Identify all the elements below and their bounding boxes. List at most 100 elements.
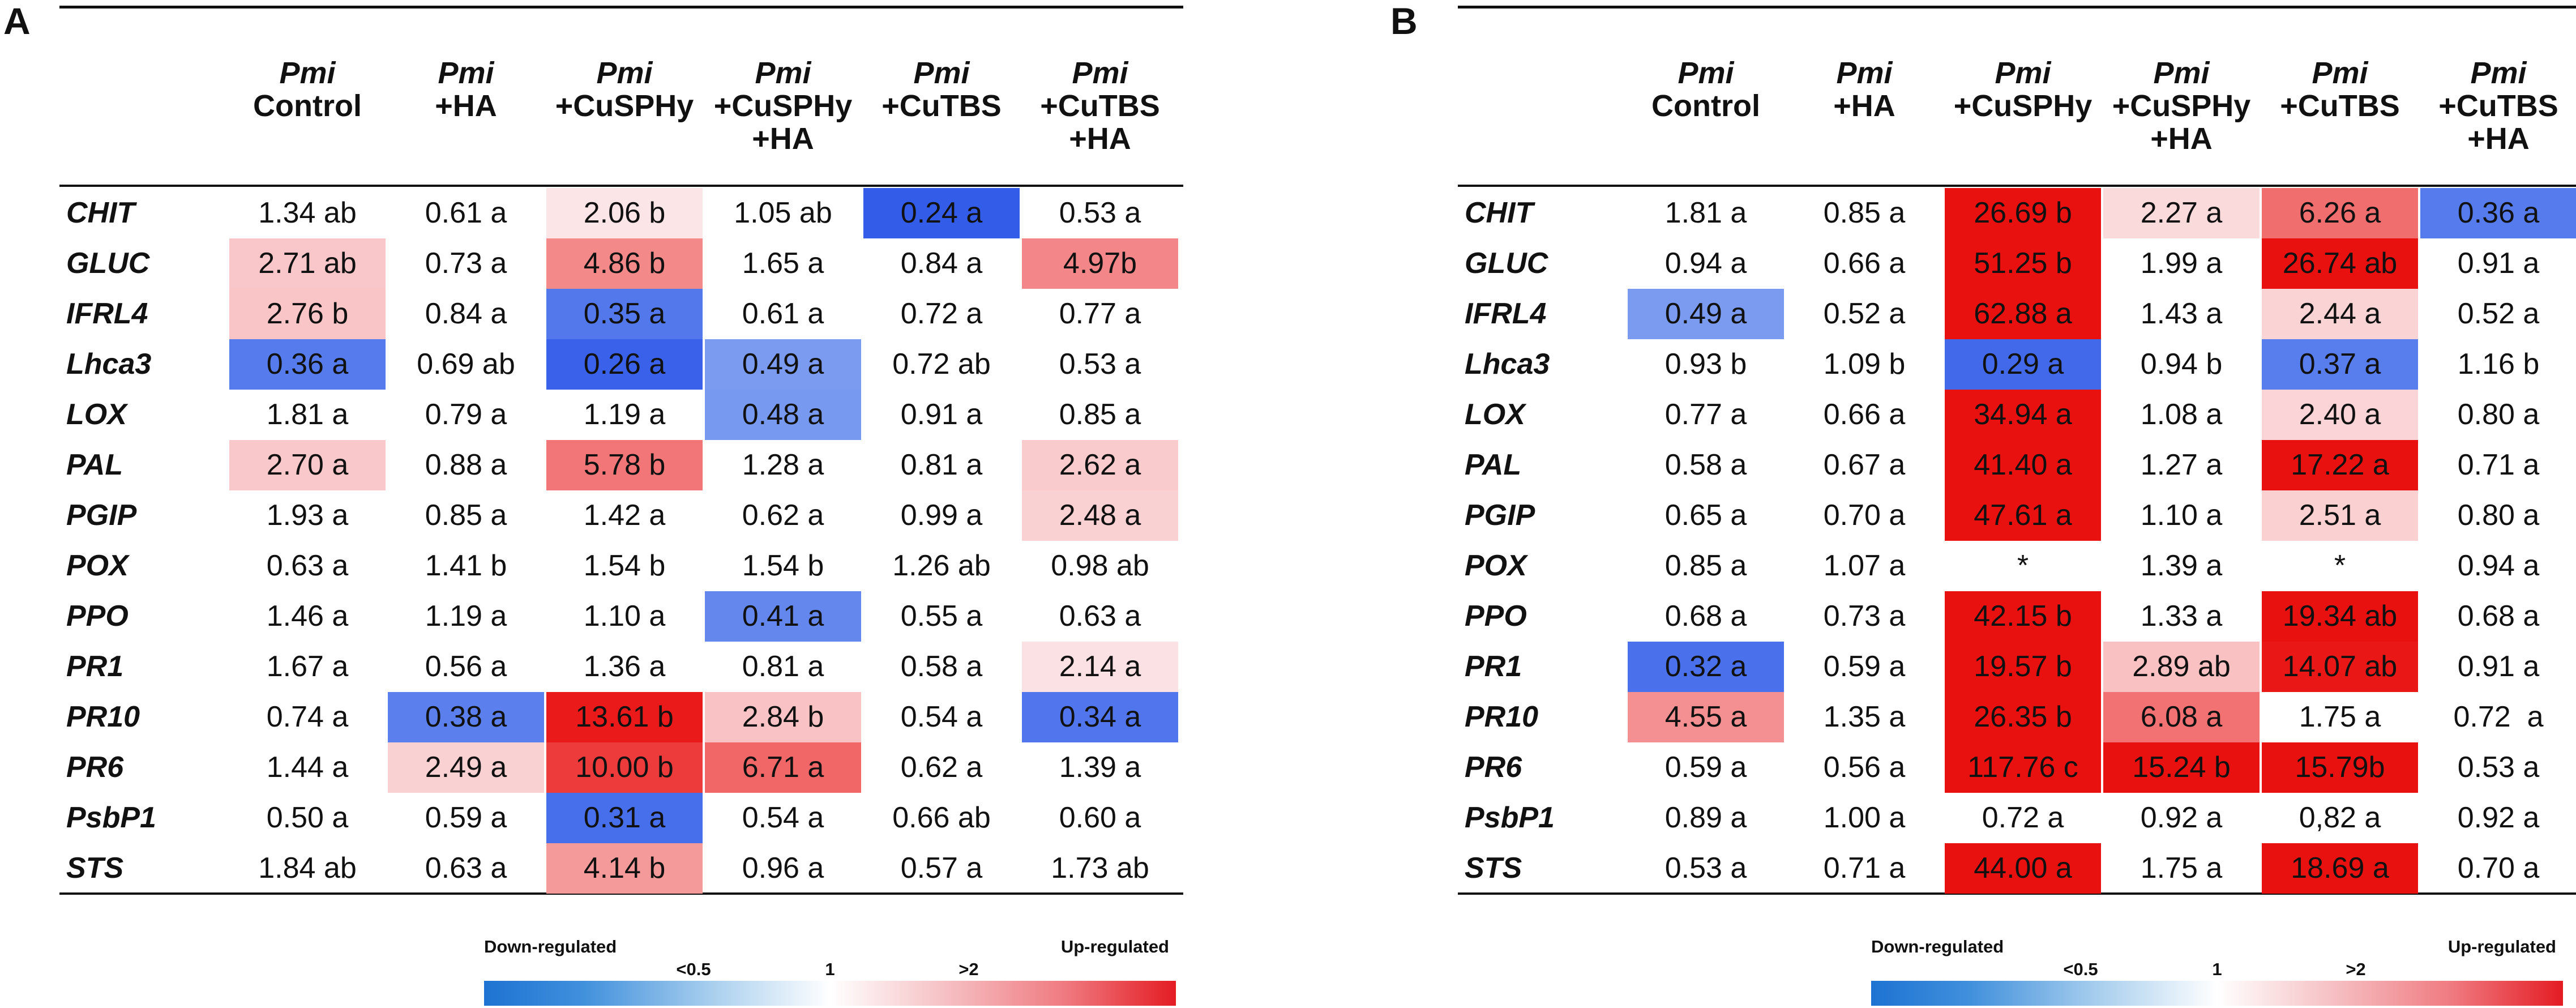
heatmap-cell: 0.73 a — [1823, 600, 1906, 633]
heatmap-cell: 0.92 a — [2140, 801, 2223, 834]
gene-label: PAL — [1465, 449, 1522, 481]
column-header-sub2: +HA — [2467, 122, 2530, 156]
column-header-title: Pmi — [1836, 56, 1893, 90]
legend-tick-high: >2 — [2346, 959, 2366, 979]
heatmap-cell: 0.59 a — [1823, 650, 1906, 683]
heatmap-cell: 0.93 b — [1664, 348, 1747, 381]
gene-label: PsbP1 — [1465, 801, 1555, 834]
column-header: Pmi +HA — [388, 57, 544, 122]
heatmap-cell: 0.32 a — [1628, 642, 1784, 692]
heatmap-cell: 1.44 a — [266, 751, 349, 784]
heatmap-cell: 0.35 a — [546, 289, 703, 339]
column-header-title: Pmi — [2470, 56, 2527, 90]
panel-a: A Pmi Control Pmi +HA Pmi +CuSPHy Pmi +CuSPHy +H… — [0, 0, 1183, 1007]
heatmap-cell: 17.22 a — [2262, 440, 2418, 490]
heatmap-cell: 1.35 a — [1823, 701, 1906, 733]
heatmap-cell: 0.53 a — [1059, 197, 1141, 229]
gene-label: PGIP — [1465, 499, 1535, 532]
heatmap-cell: 0.91 a — [900, 398, 983, 431]
heatmap-cell: 1.28 a — [742, 449, 824, 481]
gene-label: IFRL4 — [66, 297, 148, 330]
gene-label: PsbP1 — [66, 801, 156, 834]
heatmap-cell: 6.71 a — [705, 742, 861, 793]
heatmap-cell: 0.71 a — [2457, 449, 2540, 481]
gene-label: PR1 — [1465, 650, 1522, 683]
heatmap-cell: 0.53 a — [1059, 348, 1141, 381]
heatmap-cell: 0.59 a — [425, 801, 507, 834]
heatmap-cell: 18.69 a — [2262, 843, 2418, 894]
table-bottom-rule — [59, 892, 1183, 895]
heatmap-cell: 5.78 b — [546, 440, 703, 490]
heatmap-cell: 0.62 a — [900, 751, 983, 784]
column-header-sub1: +CuTBS — [882, 89, 1002, 123]
column-header-title: Pmi — [755, 56, 811, 90]
heatmap-cell: 62.88 a — [1945, 289, 2101, 339]
heatmap-cell: 1.84 ab — [258, 852, 357, 885]
legend-gradient-bar — [484, 981, 1176, 1006]
gene-label: STS — [1465, 852, 1522, 885]
column-header: Pmi +CuTBS +HA — [1022, 57, 1178, 155]
column-header-title: Pmi — [913, 56, 970, 90]
heatmap-cell: 1.19 a — [583, 398, 666, 431]
column-header-sub2: +HA — [1069, 122, 1131, 156]
gene-label: LOX — [1465, 398, 1525, 431]
heatmap-cell: 47.61 a — [1945, 490, 2101, 541]
heatmap-cell: 1.16 b — [2457, 348, 2540, 381]
gene-label: Lhca3 — [1465, 348, 1550, 381]
table-top-rule — [1458, 6, 2576, 8]
heatmap-cell: 0.72 a — [1982, 801, 2064, 834]
heatmap-cell: 1.54 b — [583, 549, 666, 582]
heatmap-cell: 0.52 a — [2457, 297, 2540, 330]
heatmap-cell: 0.94 b — [2140, 348, 2223, 381]
gene-label: PR6 — [66, 751, 124, 784]
heatmap-cell: 0.85 a — [1823, 197, 1906, 229]
heatmap-cell: 0.81 a — [900, 449, 983, 481]
legend-down-label: Down-regulated — [484, 937, 617, 956]
column-header-sub1: +CuSPHy — [2112, 89, 2251, 123]
heatmap-cell: 0.53 a — [2457, 751, 2540, 784]
heatmap-cell: 1.81 a — [1664, 197, 1747, 229]
heatmap-cell: 1.00 a — [1823, 801, 1906, 834]
column-header-sub1: Control — [253, 89, 362, 123]
column-header-title: Pmi — [2312, 56, 2368, 90]
heatmap-cell: 0.36 a — [2420, 188, 2576, 238]
panel-b: B Pmi Control Pmi +HA Pmi +CuSPHy Pmi +CuSPHy +H… — [1387, 0, 2576, 1007]
heatmap-cell: 0.36 a — [229, 339, 386, 390]
heatmap-cell: 10.00 b — [546, 742, 703, 793]
heatmap-cell: 2.48 a — [1022, 490, 1178, 541]
heatmap-cell: 13.61 b — [546, 692, 703, 742]
heatmap-cell: 0.29 a — [1945, 339, 2101, 390]
column-header-sub1: +HA — [435, 89, 497, 123]
column-header-title: Pmi — [1995, 56, 2051, 90]
column-header: Pmi +CuTBS +HA — [2420, 57, 2576, 155]
heatmap-cell: 0.85 a — [425, 499, 507, 532]
heatmap-cell: 2.49 a — [388, 742, 544, 793]
column-header: Pmi +CuTBS — [863, 57, 1020, 122]
heatmap-cell: 1.67 a — [266, 650, 349, 683]
heatmap-cell: 0.66 a — [1823, 247, 1906, 280]
heatmap-cell: 34.94 a — [1945, 390, 2101, 440]
heatmap-cell: 1.39 a — [2140, 549, 2223, 582]
heatmap-cell: 4.86 b — [546, 238, 703, 289]
heatmap-cell: 1.41 b — [425, 549, 507, 582]
heatmap-cell: 0.85 a — [1059, 398, 1141, 431]
heatmap-cell: 0.72 a — [2453, 701, 2544, 733]
heatmap-cell: 0.72 ab — [892, 348, 991, 381]
color-legend-b: Down-regulated Up-regulated <0.5 1 >2 — [1871, 934, 2563, 1008]
heatmap-cell: 1.10 a — [583, 600, 666, 633]
column-header-sub1: +CuTBS — [2438, 89, 2558, 123]
heatmap-cell: 2.40 a — [2262, 390, 2418, 440]
column-header-sub1: +CuTBS — [2280, 89, 2400, 123]
table-header-rule — [1458, 185, 2576, 187]
gene-label: IFRL4 — [1465, 297, 1547, 330]
column-header-title: Pmi — [279, 56, 336, 90]
table-bottom-rule — [1458, 892, 2576, 895]
heatmap-cell: 0.41 a — [705, 591, 861, 642]
heatmap-cell: 1.81 a — [266, 398, 349, 431]
heatmap-cell: 0.38 a — [388, 692, 544, 742]
heatmap-cell: 0.66 a — [1823, 398, 1906, 431]
heatmap-cell: 0.58 a — [900, 650, 983, 683]
heatmap-cell: 0.54 a — [900, 701, 983, 733]
heatmap-cell: 4.97b — [1022, 238, 1178, 289]
heatmap-cell: 2.71 ab — [229, 238, 386, 289]
